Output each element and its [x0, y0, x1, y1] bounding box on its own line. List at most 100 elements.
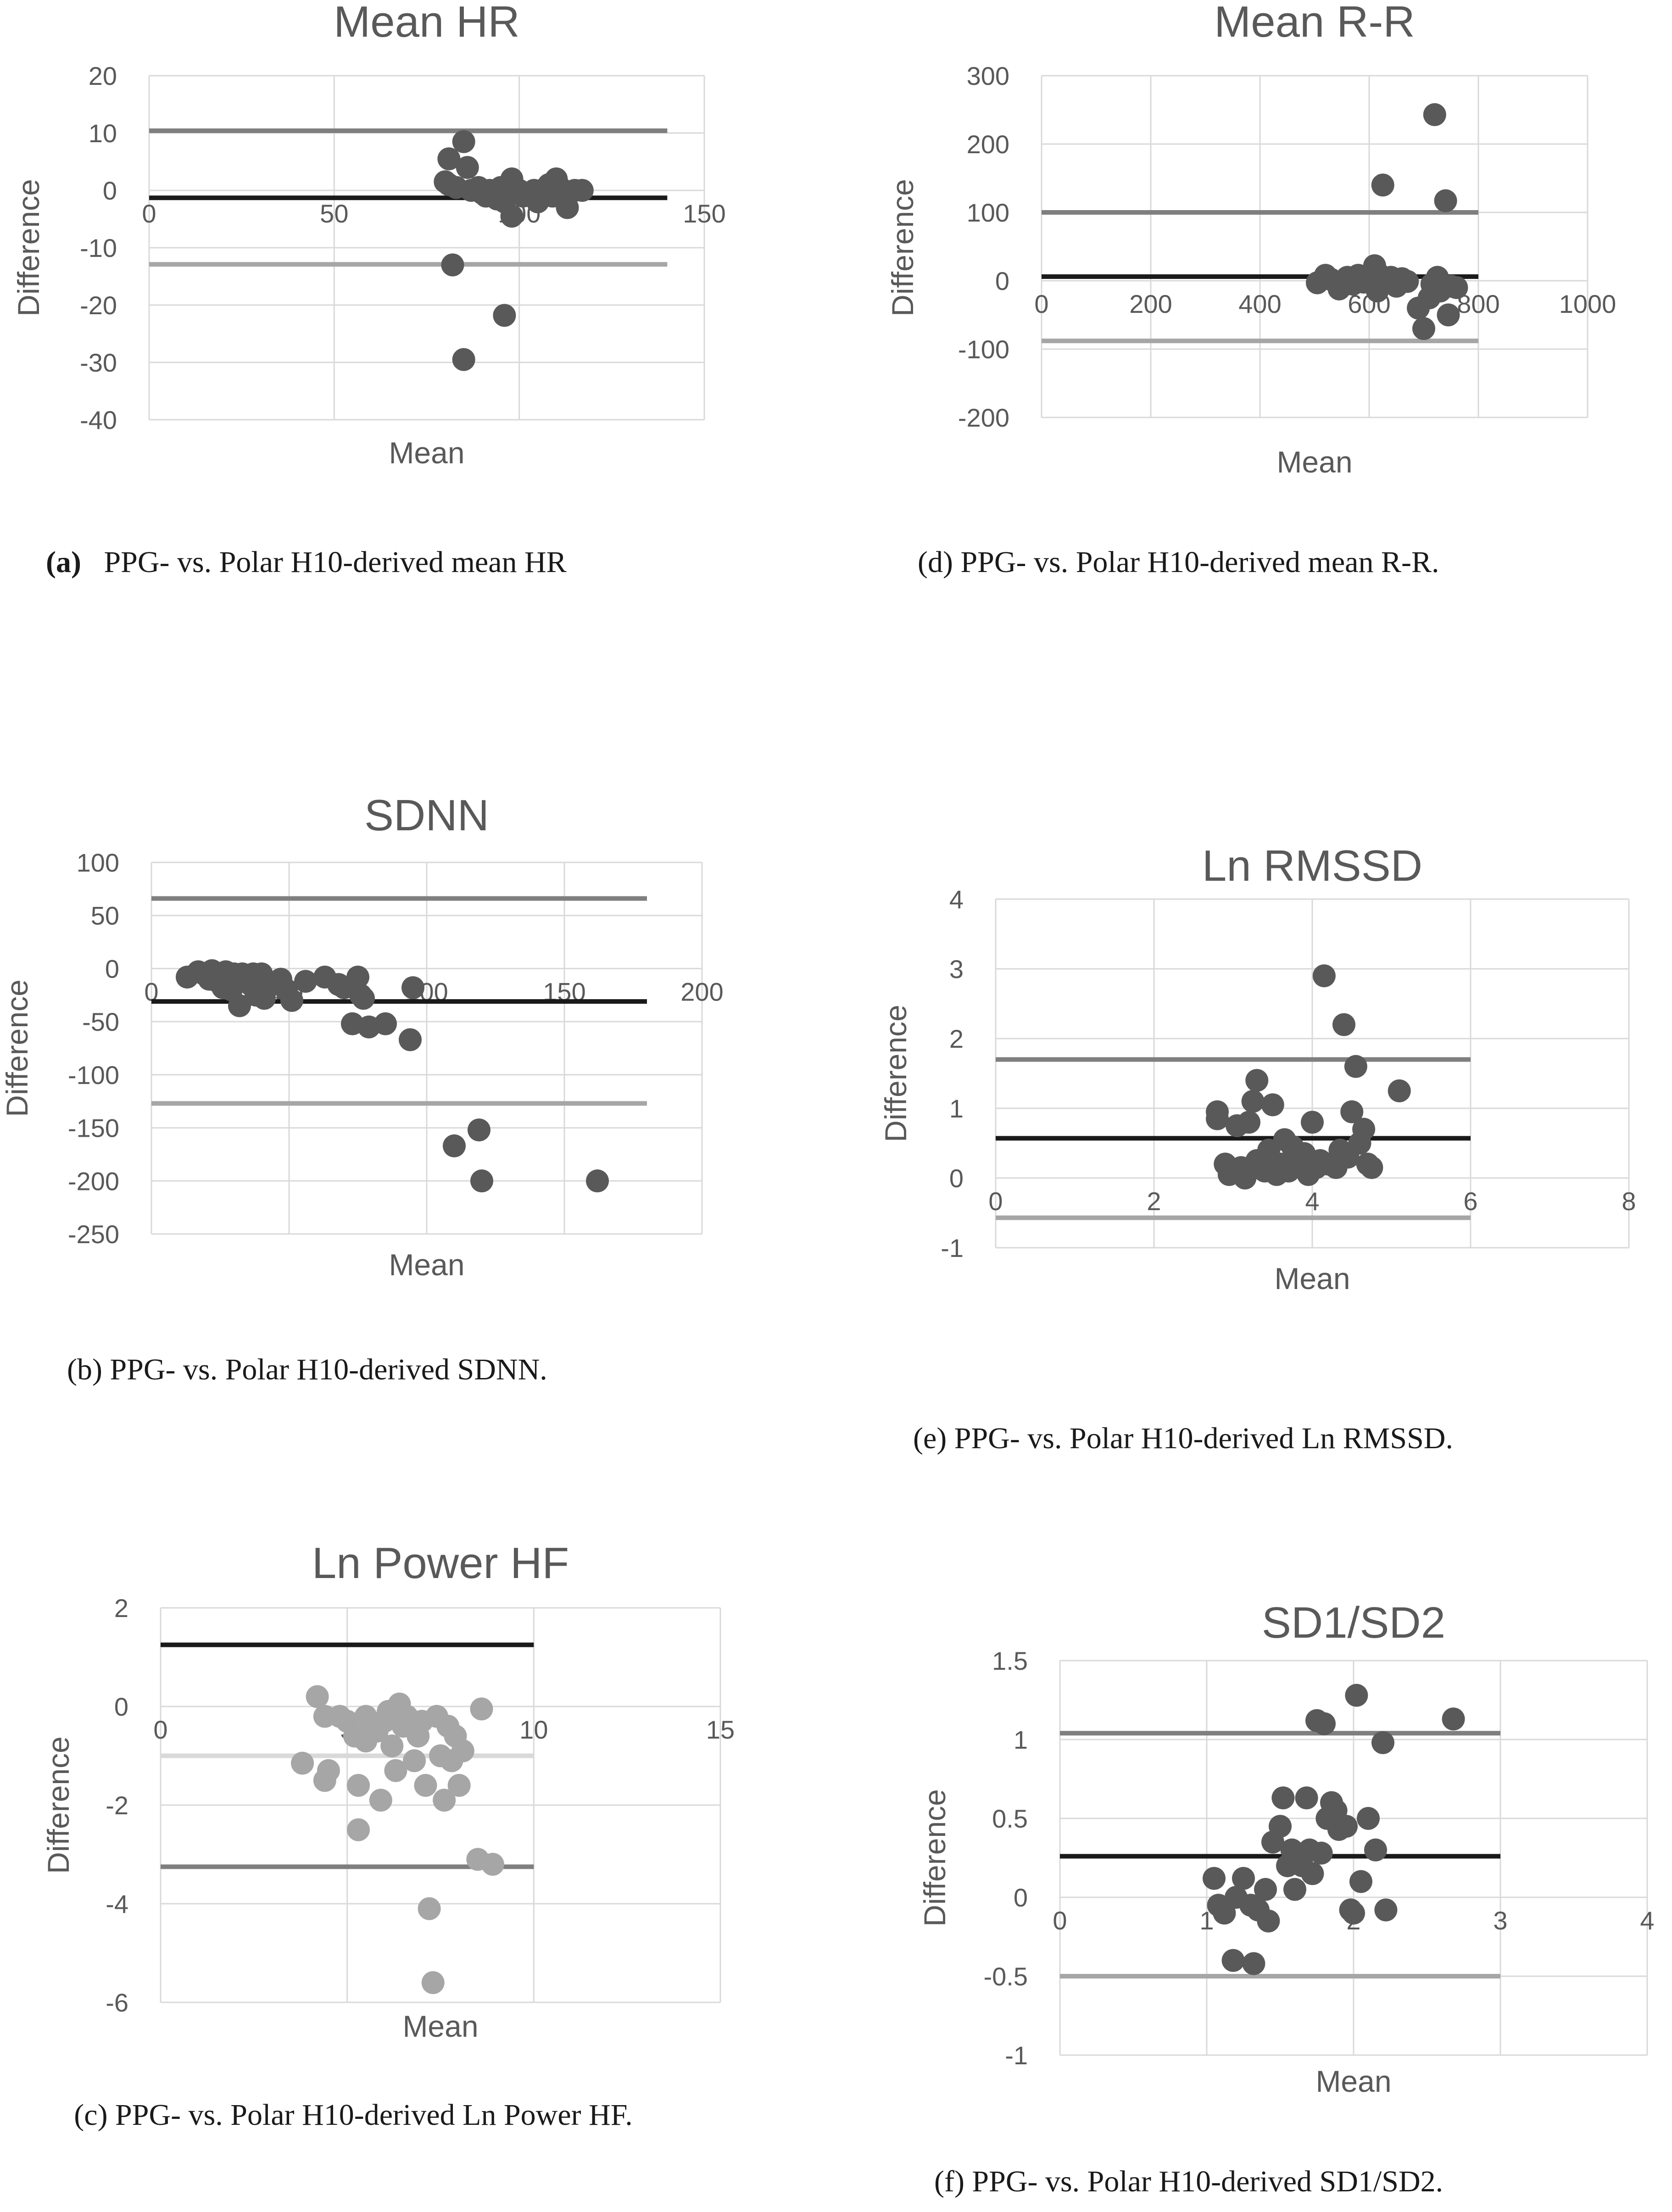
data-point [470, 1697, 493, 1721]
y-tick-label: -1 [941, 1234, 964, 1262]
x-tick-label: 4 [1305, 1187, 1319, 1216]
data-point [1388, 1079, 1411, 1102]
data-point [456, 156, 479, 179]
y-tick-label: 100 [77, 848, 119, 877]
data-point [437, 147, 461, 171]
data-point [452, 348, 475, 371]
chart-panel: 0 2 4 6 8 4 3 2 1 0 -1 Ln RMSSD Mean Difference [879, 841, 1636, 1295]
data-point [1423, 103, 1446, 126]
y-tick-label: 3 [949, 955, 964, 984]
y-tick-label: -200 [68, 1167, 119, 1195]
data-point [433, 1789, 456, 1812]
x-tick-label: 10 [519, 1715, 548, 1744]
y-axis-label: Difference [886, 179, 920, 317]
data-point [1206, 1107, 1229, 1130]
x-tick-label: 4 [1640, 1906, 1654, 1935]
data-point [1283, 1878, 1306, 1901]
data-point [291, 1751, 314, 1775]
x-tick-label: 200 [1129, 289, 1172, 318]
y-axis-label: Difference [918, 1789, 952, 1927]
y-tick-label: 0 [103, 176, 117, 205]
y-tick-label: -250 [68, 1220, 119, 1249]
data-point [1371, 1731, 1394, 1754]
data-point [1434, 189, 1457, 212]
y-tick-label: 2 [949, 1024, 964, 1053]
y-tick-label: -100 [68, 1061, 119, 1089]
chart-title: SDNN [364, 791, 489, 840]
data-point [1342, 1901, 1365, 1925]
data-point [468, 1118, 490, 1142]
y-axis-label: Difference [879, 1005, 913, 1142]
data-point [1301, 1862, 1324, 1885]
data-point [570, 179, 594, 202]
y-axis-label: Difference [11, 179, 45, 317]
y-tick-label: 2 [114, 1594, 128, 1623]
y-axis-label: Difference [0, 979, 34, 1117]
data-point [1310, 1841, 1333, 1865]
data-point [1254, 1878, 1277, 1901]
data-point [586, 1169, 609, 1193]
data-point [414, 1774, 437, 1797]
data-point [1396, 270, 1419, 293]
data-point [1335, 1815, 1358, 1838]
data-point [1344, 1055, 1367, 1078]
data-point [280, 989, 303, 1012]
data-point [1357, 1807, 1380, 1830]
y-tick-label: -4 [106, 1890, 128, 1918]
data-point [1332, 1013, 1355, 1036]
x-tick-label: 0 [1034, 289, 1048, 318]
data-point [294, 970, 317, 993]
caption-e: (e) PPG- vs. Polar H10-derived Ln RMSSD. [913, 1422, 1453, 1455]
data-point [1261, 1093, 1284, 1117]
y-tick-label: 300 [967, 61, 1009, 90]
data-point [1203, 1867, 1226, 1890]
data-point [403, 1749, 426, 1773]
x-axis-label: Mean [1276, 445, 1352, 479]
data-point [346, 965, 369, 989]
x-axis-label: Mean [389, 436, 464, 470]
y-tick-label: -6 [106, 1988, 128, 2017]
data-point [418, 1897, 441, 1920]
data-point [1245, 1069, 1269, 1092]
data-point [1312, 964, 1336, 988]
caption-f: (f) PPG- vs. Polar H10-derived SD1/SD2. [934, 2165, 1443, 2198]
data-point [421, 1971, 445, 1994]
data-point [556, 196, 579, 219]
y-tick-label: 0 [949, 1164, 964, 1193]
data-point [384, 1759, 407, 1782]
x-tick-label: 2 [1147, 1187, 1161, 1216]
data-point [347, 1774, 370, 1797]
data-point [1360, 1156, 1383, 1179]
data-point [352, 987, 375, 1010]
y-tick-label: 0 [114, 1692, 128, 1721]
data-point [1232, 1867, 1255, 1890]
data-point [451, 1739, 474, 1762]
data-point [452, 130, 475, 153]
x-tick-label: 0 [153, 1715, 167, 1744]
y-tick-label: 4 [949, 885, 964, 914]
y-tick-label: -1 [1005, 2041, 1028, 2070]
y-tick-label: 0 [1014, 1883, 1028, 1912]
data-point [306, 1685, 329, 1708]
y-tick-label: 0.5 [992, 1804, 1028, 1833]
y-tick-label: -30 [80, 348, 117, 377]
chart-title: Ln RMSSD [1202, 841, 1422, 890]
data-point [1257, 1909, 1280, 1933]
data-point [1371, 173, 1394, 197]
data-point [1349, 1870, 1372, 1893]
x-tick-label: 0 [1053, 1906, 1067, 1935]
data-point [1412, 317, 1435, 340]
y-tick-label: 1.5 [992, 1646, 1028, 1675]
x-axis-label: Mean [389, 1248, 464, 1282]
data-point [1364, 1838, 1387, 1862]
chart-title: SD1/SD2 [1262, 1598, 1445, 1647]
x-tick-label: 50 [320, 199, 348, 228]
data-point [1301, 1111, 1324, 1134]
data-point [374, 1012, 397, 1035]
x-tick-label: 200 [680, 977, 723, 1006]
y-tick-label: -0.5 [984, 1962, 1028, 1991]
x-tick-label: 6 [1463, 1187, 1477, 1216]
y-tick-label: -150 [68, 1114, 119, 1143]
